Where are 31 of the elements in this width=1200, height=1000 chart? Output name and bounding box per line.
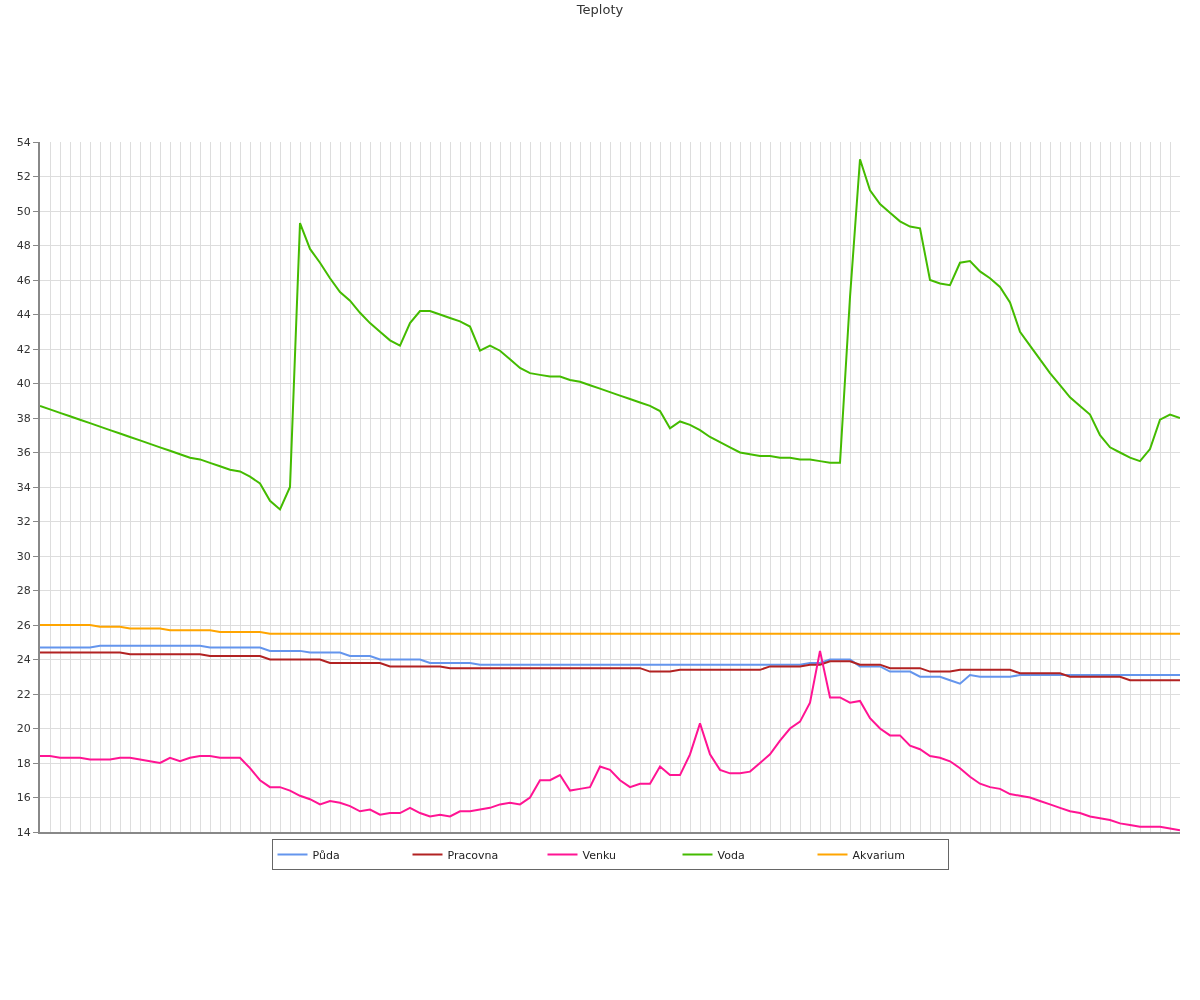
y-tick-label: 32 <box>16 515 31 529</box>
legend-label: Voda <box>717 848 745 862</box>
legend-label: Akvarium <box>852 848 905 862</box>
y-tick-label: 36 <box>16 446 31 460</box>
y-tick-label: 20 <box>16 722 31 736</box>
y-tick-label: 22 <box>16 687 31 701</box>
y-tick-label: 46 <box>16 273 31 287</box>
line-series <box>40 158 1180 511</box>
y-tick-label: 44 <box>16 308 31 322</box>
y-tick-label: 18 <box>16 756 31 770</box>
y-tick-label: 28 <box>16 584 31 598</box>
chart-title: Teploty <box>575 2 624 18</box>
y-tick-label: 38 <box>16 411 31 425</box>
y-tick-label: 30 <box>16 549 31 563</box>
y-tick-label: 54 <box>16 135 31 149</box>
line-series <box>40 651 1180 682</box>
y-tick-label: 40 <box>16 377 31 391</box>
legend-label: Venku <box>582 848 616 862</box>
legend-label: Pracovna <box>447 848 499 862</box>
y-tick-label: 16 <box>16 791 31 805</box>
y-tick-label: 48 <box>16 239 31 253</box>
y-tick-label: 26 <box>16 618 31 632</box>
line-series <box>40 624 1180 635</box>
y-tick-label: 34 <box>16 480 31 494</box>
y-tick-label: 50 <box>16 204 31 218</box>
y-tick-label: 52 <box>16 170 31 184</box>
y-tick-label: 14 <box>16 825 31 839</box>
y-tick-label: 24 <box>16 653 31 667</box>
y-tick-label: 42 <box>16 342 31 356</box>
legend-label: Půda <box>312 848 340 862</box>
line-series <box>40 644 1180 685</box>
